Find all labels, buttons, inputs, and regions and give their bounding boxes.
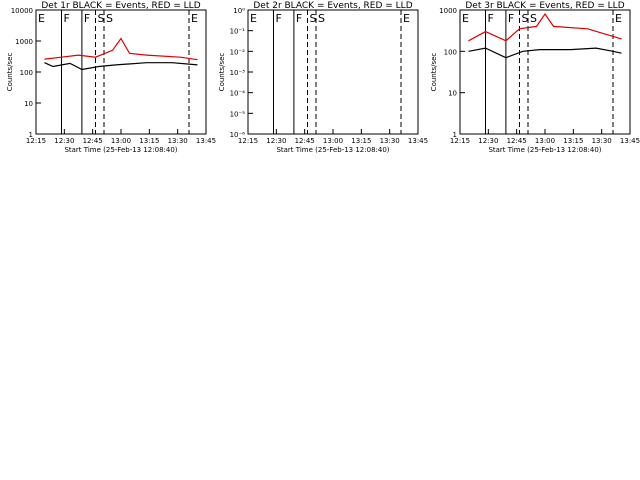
marker-label: E bbox=[38, 12, 45, 25]
marker-label: E bbox=[462, 12, 469, 25]
marker-label: E bbox=[403, 12, 410, 25]
x-tick-label: 12:15 bbox=[238, 137, 258, 145]
y-axis-label: Counts/sec bbox=[430, 53, 438, 92]
panel-title: Det 2r BLACK = Events, RED = LLD bbox=[253, 1, 412, 11]
x-tick-label: 13:15 bbox=[563, 137, 583, 145]
y-tick-label: 10⁻³ bbox=[230, 69, 246, 77]
x-tick-label: 12:15 bbox=[450, 137, 470, 145]
marker-label: S bbox=[522, 12, 529, 25]
x-tick-label: 13:45 bbox=[408, 137, 428, 145]
y-tick-label: 1000 bbox=[439, 7, 457, 15]
panel-title: Det 1r BLACK = Events, RED = LLD bbox=[41, 1, 200, 11]
x-tick-label: 13:00 bbox=[111, 137, 131, 145]
x-tick-label: 13:15 bbox=[139, 137, 159, 145]
x-tick-label: 12:30 bbox=[266, 137, 286, 145]
y-axis-label: Counts/sec bbox=[218, 53, 226, 92]
y-tick-label: 10⁻² bbox=[230, 48, 246, 56]
marker-label: E bbox=[250, 12, 257, 25]
marker-label: F bbox=[276, 12, 282, 25]
marker-label: F bbox=[64, 12, 70, 25]
x-tick-label: 13:30 bbox=[168, 137, 188, 145]
x-axis-label: Start Time (25-Feb-13 12:08:40) bbox=[488, 146, 601, 154]
y-tick-label: 10 bbox=[448, 90, 457, 98]
marker-label: F bbox=[84, 12, 90, 25]
y-tick-label: 100 bbox=[444, 48, 457, 56]
y-tick-label: 10⁻⁴ bbox=[230, 90, 246, 98]
y-tick-label: 10⁰ bbox=[233, 7, 245, 15]
y-tick-label: 1 bbox=[453, 131, 457, 139]
x-tick-label: 12:45 bbox=[507, 137, 527, 145]
y-tick-label: 10 bbox=[24, 100, 33, 108]
marker-label: S bbox=[98, 12, 105, 25]
y-tick-label: 1000 bbox=[15, 38, 33, 46]
series-lld-line bbox=[468, 12, 622, 42]
series-events-line bbox=[44, 62, 198, 71]
x-axis-label: Start Time (25-Feb-13 12:08:40) bbox=[64, 146, 177, 154]
x-tick-label: 13:45 bbox=[196, 137, 216, 145]
x-tick-label: 12:30 bbox=[54, 137, 74, 145]
marker-label: F bbox=[508, 12, 514, 25]
x-tick-label: 13:30 bbox=[380, 137, 400, 145]
series-events-line bbox=[468, 47, 622, 59]
x-tick-label: 12:30 bbox=[478, 137, 498, 145]
y-tick-label: 1 bbox=[29, 131, 33, 139]
y-axis-label: Counts/sec bbox=[6, 53, 14, 92]
x-tick-label: 13:45 bbox=[620, 137, 640, 145]
x-axis-label: Start Time (25-Feb-13 12:08:40) bbox=[276, 146, 389, 154]
marker-label: S bbox=[106, 12, 113, 25]
y-tick-label: 100 bbox=[20, 69, 33, 77]
x-tick-label: 12:15 bbox=[26, 137, 46, 145]
marker-label: E bbox=[615, 12, 622, 25]
marker-label: F bbox=[296, 12, 302, 25]
y-tick-label: 10000 bbox=[11, 7, 33, 15]
x-tick-label: 12:45 bbox=[295, 137, 315, 145]
x-tick-label: 12:45 bbox=[83, 137, 103, 145]
x-tick-label: 13:00 bbox=[323, 137, 343, 145]
series-lld-line bbox=[44, 37, 198, 61]
x-tick-label: 13:00 bbox=[535, 137, 555, 145]
y-tick-label: 10⁻¹ bbox=[230, 28, 246, 36]
marker-label: S bbox=[530, 12, 537, 25]
marker-label: S bbox=[318, 12, 325, 25]
y-tick-label: 10⁻⁶ bbox=[230, 131, 246, 139]
x-tick-label: 13:30 bbox=[592, 137, 612, 145]
marker-label: S bbox=[310, 12, 317, 25]
marker-label: F bbox=[488, 12, 494, 25]
panel-title: Det 3r BLACK = Events, RED = LLD bbox=[465, 1, 624, 11]
marker-label: E bbox=[191, 12, 198, 25]
y-tick-label: 10⁻⁵ bbox=[230, 110, 246, 118]
x-tick-label: 13:15 bbox=[351, 137, 371, 145]
